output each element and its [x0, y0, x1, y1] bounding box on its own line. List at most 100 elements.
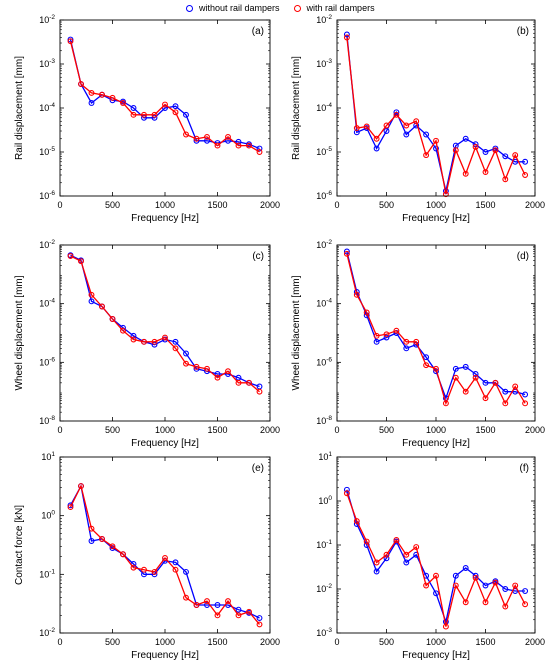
panel-label: (c) [252, 251, 264, 262]
x-tick-label: 500 [105, 425, 120, 435]
data-point [363, 538, 370, 545]
data-point [423, 362, 430, 369]
data-point [141, 338, 147, 345]
series-line-without-dampers [346, 34, 526, 192]
data-point [452, 572, 459, 579]
data-point [130, 336, 137, 343]
data-point [162, 334, 168, 341]
data-point [256, 621, 263, 628]
data-point [235, 138, 242, 145]
data-point [423, 582, 430, 589]
x-tick-label: 1000 [155, 200, 175, 210]
data-point [225, 368, 231, 375]
data-point [442, 191, 449, 198]
data-point [214, 374, 221, 381]
chart-panel-3: 0 500 1000 1500 2000 10-8 10-6 10-4 10-2 (c) Frequ… [14, 239, 280, 449]
data-point [452, 374, 459, 381]
data-point [403, 345, 410, 352]
y-tick-label: 10-6 [39, 190, 55, 201]
data-point [403, 338, 410, 345]
data-point [512, 152, 519, 159]
data-point [423, 131, 430, 138]
data-point [235, 606, 242, 613]
data-point [482, 379, 489, 386]
data-point [373, 568, 380, 575]
y-tick-label: 10-4 [316, 298, 332, 309]
y-tick-label: 10-4 [39, 298, 55, 309]
panel-label: (b) [517, 26, 529, 37]
legend-label-without-dampers: without rail dampers [199, 3, 280, 13]
data-point [246, 142, 252, 149]
x-tick-label: 500 [379, 425, 394, 435]
y-tick-label: 10-2 [316, 583, 332, 594]
data-point [162, 105, 168, 111]
data-point [204, 137, 210, 144]
series-line-with-dampers [69, 484, 260, 625]
data-point [214, 602, 221, 608]
data-point [502, 400, 509, 407]
x-axis-label: Frequency [Hz] [402, 438, 470, 449]
x-tick-label: 0 [57, 425, 62, 435]
data-point [67, 504, 74, 511]
data-point [462, 388, 469, 395]
data-point [343, 34, 350, 41]
data-point [246, 379, 252, 386]
data-point [214, 612, 221, 619]
y-tick-label: 10-2 [39, 239, 55, 250]
x-axis-label: Frequency [Hz] [131, 438, 199, 449]
data-point [363, 309, 370, 316]
x-tick-label: 1000 [155, 637, 175, 647]
data-point [151, 111, 158, 118]
data-point [502, 176, 509, 183]
data-point [172, 103, 179, 110]
data-point [235, 142, 242, 149]
x-tick-label: 2000 [260, 425, 280, 435]
data-point [204, 133, 210, 140]
data-point [225, 133, 231, 140]
plot-frame [59, 456, 271, 634]
data-point [442, 623, 449, 630]
x-tick-label: 1000 [426, 200, 446, 210]
y-axis-label: Contact force [kN] [14, 505, 25, 585]
data-point [204, 598, 210, 605]
plot-frame [59, 244, 271, 422]
data-point [512, 383, 519, 390]
data-point [433, 590, 439, 597]
x-tick-label: 2000 [260, 200, 280, 210]
y-tick-label: 10-3 [316, 627, 332, 638]
legend-item-without-dampers: without rail dampers [186, 3, 280, 13]
y-tick-label: 10-8 [316, 415, 332, 426]
data-point [130, 111, 137, 118]
y-axis-label: Rail displacement [mm] [14, 56, 25, 160]
data-point [183, 131, 189, 138]
data-point [383, 555, 390, 562]
panel-label: (a) [252, 26, 264, 37]
data-point [130, 332, 137, 339]
y-tick-label: 10-3 [316, 58, 332, 69]
data-point [183, 350, 189, 357]
data-point [433, 572, 439, 579]
data-point [442, 400, 449, 407]
data-point [246, 608, 252, 615]
data-point [120, 100, 126, 106]
y-tick-label: 10-2 [39, 14, 55, 25]
data-point [462, 135, 469, 142]
data-point [120, 327, 126, 334]
data-point [88, 291, 95, 298]
data-point [256, 145, 263, 152]
data-point [393, 111, 400, 118]
data-point [99, 536, 105, 542]
data-point [172, 109, 179, 116]
data-point [462, 599, 469, 606]
data-point [162, 101, 168, 108]
data-point [141, 566, 147, 573]
x-tick-label: 2000 [525, 200, 545, 210]
data-point [512, 582, 519, 589]
data-point [433, 137, 439, 144]
data-point [256, 149, 263, 155]
x-axis-label: Frequency [Hz] [131, 213, 199, 224]
data-point [403, 551, 410, 558]
chart-panel-5: 0 500 1000 1500 2000 10-2 10-1 100 101 (e) Frequen… [14, 451, 280, 661]
data-point [492, 147, 499, 154]
data-point [183, 594, 189, 601]
